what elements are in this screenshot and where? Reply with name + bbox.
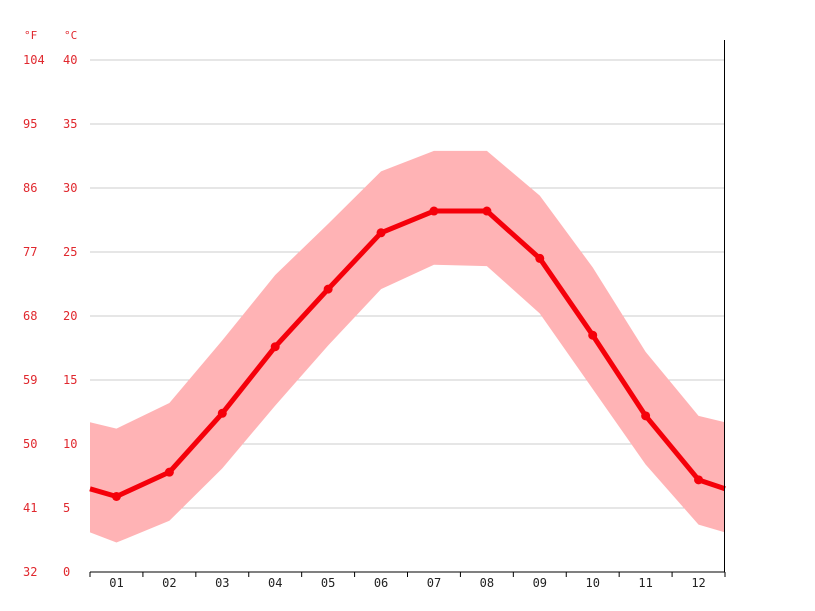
x-tick-labels: 01 02 03 04 05 06 07 08 09 10 11 12 [89, 572, 726, 590]
x-tick-label: 02 [162, 576, 176, 590]
y-tick-celsius: 20 [63, 309, 77, 323]
average-temperature-point [376, 228, 386, 238]
average-temperature-point [588, 330, 598, 340]
y-tick-celsius: 10 [63, 437, 77, 451]
x-tick-label: 11 [638, 576, 652, 590]
x-tick-label: 09 [533, 576, 547, 590]
y-tick-fahrenheit: 41 [23, 501, 37, 515]
x-tick-label: 08 [480, 576, 494, 590]
fahrenheit-unit-label: °F [24, 29, 37, 42]
y-tick-fahrenheit: 95 [23, 117, 37, 131]
average-temperature-line [89, 208, 726, 499]
y-tick-celsius: 40 [63, 53, 77, 67]
average-temperature-point [164, 467, 174, 477]
y-tick-celsius: 0 [63, 565, 70, 579]
y-tick-fahrenheit: 32 [23, 565, 37, 579]
line-layer [89, 206, 726, 501]
x-tick-label: 05 [321, 576, 335, 590]
x-tick-label: 06 [374, 576, 388, 590]
x-tick-label: 03 [215, 576, 229, 590]
average-temperature-point [217, 408, 227, 418]
x-tick-label: 04 [268, 576, 282, 590]
y-tick-fahrenheit: 68 [23, 309, 37, 323]
average-temperature-point [323, 284, 333, 294]
y-tick-celsius: 15 [63, 373, 77, 387]
x-tick-label: 07 [427, 576, 441, 590]
average-temperature-point [535, 253, 545, 263]
x-tick-label: 10 [585, 576, 599, 590]
y-tick-fahrenheit: 104 [23, 53, 45, 67]
average-temperature-point [429, 206, 439, 216]
average-temperature-point [694, 475, 704, 485]
temperature-range-band [90, 150, 725, 543]
y-tick-celsius: 5 [63, 501, 70, 515]
y-tick-labels: 0 32 5 41 10 50 15 59 20 68 25 77 30 86 35 95 40 104 [23, 53, 77, 579]
y-tick-fahrenheit: 59 [23, 373, 37, 387]
band-layer [90, 150, 725, 543]
y-tick-celsius: 25 [63, 245, 77, 259]
y-tick-celsius: 35 [63, 117, 77, 131]
average-temperature-point [482, 206, 492, 216]
average-temperature-point [270, 342, 280, 352]
y-tick-fahrenheit: 77 [23, 245, 37, 259]
x-tick-label: 01 [109, 576, 123, 590]
average-temperature-point [111, 491, 121, 501]
y-tick-celsius: 30 [63, 181, 77, 195]
y-tick-fahrenheit: 50 [23, 437, 37, 451]
y-tick-fahrenheit: 86 [23, 181, 37, 195]
average-temperature-point [641, 411, 651, 421]
x-tick-label: 12 [691, 576, 705, 590]
celsius-unit-label: °C [64, 29, 77, 42]
